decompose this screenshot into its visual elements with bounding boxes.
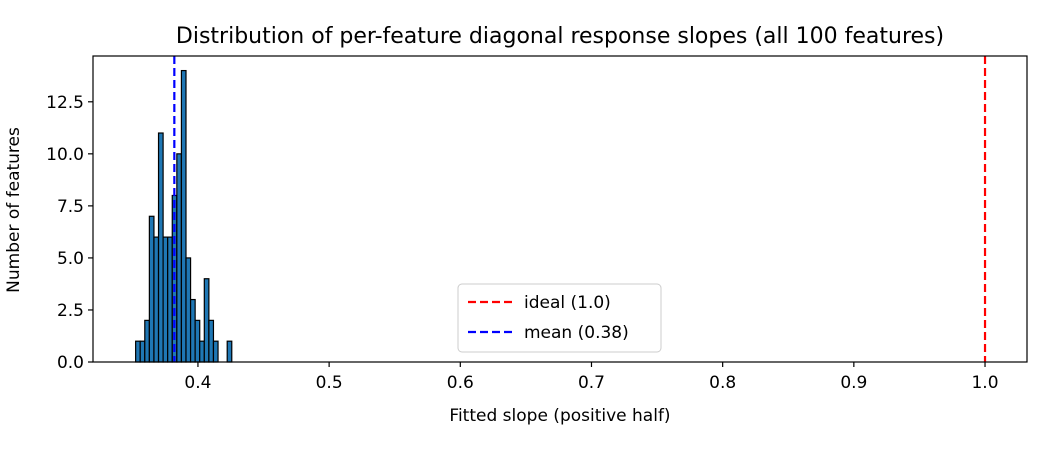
x-tick-label: 0.9 xyxy=(840,373,867,393)
histogram-bar xyxy=(157,132,164,363)
x-tick-label: 1.0 xyxy=(971,373,998,393)
axes-frame xyxy=(92,55,1028,363)
histogram-bar xyxy=(180,69,187,363)
histogram-bar xyxy=(189,298,196,363)
histogram-bar xyxy=(144,319,150,363)
histogram-bar xyxy=(185,257,192,363)
x-tick-label: 0.8 xyxy=(709,373,736,393)
histogram-bar xyxy=(167,236,173,363)
histogram-bar xyxy=(148,215,155,363)
histogram-bar xyxy=(199,340,205,363)
y-tick-label: 0.0 xyxy=(57,353,84,373)
histogram-bar xyxy=(194,319,201,363)
histogram-bar xyxy=(135,340,141,363)
histogram-bar xyxy=(153,236,160,363)
legend-entry: mean (0.38) xyxy=(524,323,629,343)
y-tick-label: 12.5 xyxy=(46,93,84,113)
x-tick-label: 0.7 xyxy=(578,373,605,393)
chart-title: Distribution of per-feature diagonal res… xyxy=(176,24,944,49)
histogram-bar xyxy=(139,340,146,363)
x-axis-label: Fitted slope (positive half) xyxy=(449,406,670,426)
legend-entry: ideal (1.0) xyxy=(524,293,611,313)
y-tick-label: 5.0 xyxy=(57,249,84,269)
y-tick-label: 2.5 xyxy=(57,301,84,321)
histogram-bar xyxy=(208,319,215,363)
histogram-bar xyxy=(176,153,183,363)
x-tick-label: 0.6 xyxy=(447,373,474,393)
y-tick-label: 7.5 xyxy=(57,197,84,217)
histogram-bar xyxy=(203,278,210,363)
x-tick-label: 0.4 xyxy=(184,373,211,393)
histogram-bar xyxy=(212,340,219,363)
x-tick-label: 0.5 xyxy=(316,373,343,393)
histogram-bar xyxy=(162,236,169,363)
legend: ideal (1.0) mean (0.38) xyxy=(457,283,662,353)
y-tick-label: 10.0 xyxy=(46,145,84,165)
plot-area: 0.4 0.5 0.6 0.7 0.8 0.9 1.0 0.0 2.5 5.0 7.5 10.0 12.… xyxy=(46,55,1028,393)
histogram-bar xyxy=(226,340,233,363)
y-axis-label: Number of features xyxy=(4,127,24,293)
